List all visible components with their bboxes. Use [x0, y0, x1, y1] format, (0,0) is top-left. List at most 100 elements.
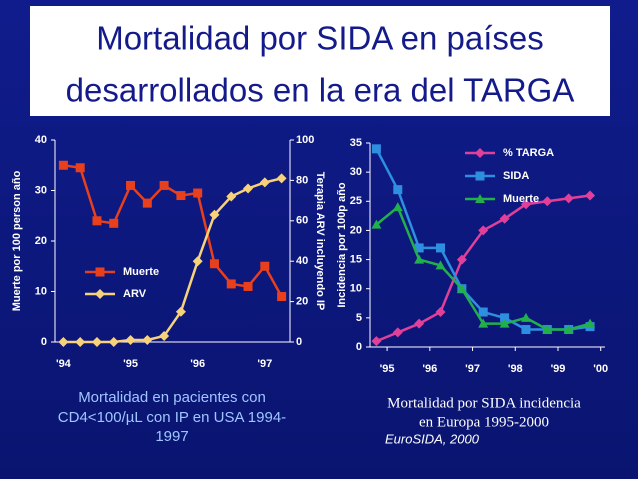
marker	[478, 307, 488, 317]
marker	[456, 283, 467, 293]
legend-marker	[95, 289, 105, 299]
marker	[75, 163, 85, 173]
y2-axis-label: Terapia ARV incluyendo IP	[314, 172, 326, 311]
marker	[500, 313, 510, 323]
marker	[92, 216, 102, 226]
marker	[209, 209, 220, 220]
marker	[175, 306, 186, 317]
legend-marker	[475, 171, 485, 181]
x-tick-label: '95	[380, 363, 395, 375]
marker	[435, 307, 446, 318]
marker	[159, 180, 169, 190]
x-tick-label: '00	[593, 363, 608, 375]
caption: Mortalidad por SIDA incidencia	[387, 395, 581, 411]
y-tick-label: 30	[350, 166, 362, 178]
marker	[478, 225, 489, 236]
marker	[209, 259, 219, 269]
marker	[226, 279, 236, 289]
marker	[392, 202, 403, 212]
caption: Mortalidad en pacientes con	[78, 389, 266, 406]
y-tick-label: 15	[350, 253, 362, 265]
x-tick-label: '96	[422, 363, 437, 375]
marker	[176, 191, 186, 201]
x-tick-label: '96	[190, 358, 205, 370]
marker	[75, 337, 86, 347]
marker	[585, 318, 596, 328]
marker	[108, 337, 119, 347]
marker	[392, 327, 403, 338]
legend-label: % TARGA	[503, 147, 554, 159]
y-axis-label: Muerte por 100 person año	[11, 170, 23, 311]
y-axis-label: Incidencia por 100p año	[336, 182, 348, 308]
y-tick-label: 40	[35, 134, 47, 146]
marker	[243, 281, 253, 291]
marker	[456, 254, 467, 265]
marker	[520, 199, 531, 210]
caption: 1997	[155, 428, 188, 445]
y-tick-label: 0	[41, 336, 47, 348]
marker	[91, 337, 102, 347]
marker	[542, 196, 553, 207]
marker	[109, 218, 119, 228]
marker	[277, 292, 287, 302]
y2-tick-label: 0	[296, 336, 302, 348]
marker	[159, 330, 170, 341]
caption: CD4<100/µL con IP en USA 1994-	[58, 409, 286, 426]
y2-tick-label: 100	[296, 134, 314, 146]
x-tick-label: '98	[508, 363, 523, 375]
legend-marker	[475, 148, 485, 158]
marker	[478, 318, 489, 328]
marker	[58, 337, 69, 347]
marker	[435, 260, 446, 270]
y2-tick-label: 60	[296, 215, 308, 227]
x-tick-label: '99	[551, 363, 566, 375]
x-tick-label: '97	[465, 363, 480, 375]
marker	[521, 325, 531, 335]
y-tick-label: 20	[350, 224, 362, 236]
source: EuroSIDA, 2000	[385, 431, 480, 446]
y-tick-label: 10	[35, 285, 47, 297]
y-tick-label: 0	[356, 341, 362, 353]
caption: en Europa 1995-2000	[419, 414, 549, 430]
legend-label: SIDA	[503, 170, 529, 182]
marker	[126, 180, 136, 190]
y-tick-label: 35	[350, 137, 362, 149]
marker	[371, 144, 381, 154]
legend-label: Muerte	[123, 266, 159, 278]
x-tick-label: '97	[257, 358, 272, 370]
y-tick-label: 25	[350, 195, 362, 207]
legend-label: ARV	[123, 288, 147, 300]
marker	[499, 213, 510, 224]
marker	[520, 312, 531, 322]
marker	[193, 188, 203, 198]
marker	[58, 160, 68, 170]
y-tick-label: 10	[350, 283, 362, 295]
legend-marker	[95, 267, 105, 277]
title-box	[30, 6, 610, 116]
slide-title: desarrollados en la era del TARGA	[66, 72, 575, 109]
marker	[436, 243, 445, 253]
marker	[542, 324, 553, 334]
marker	[371, 336, 382, 347]
marker	[276, 173, 287, 184]
y-tick-label: 5	[356, 312, 362, 324]
marker	[499, 318, 510, 328]
marker	[192, 256, 203, 267]
slide-title: Mortalidad por SIDA en países	[96, 20, 544, 57]
y-tick-label: 30	[35, 184, 47, 196]
marker	[125, 334, 136, 345]
y2-tick-label: 80	[296, 174, 308, 186]
x-tick-label: '95	[123, 358, 138, 370]
marker	[414, 318, 425, 329]
marker	[414, 254, 425, 264]
marker	[243, 183, 254, 194]
marker	[142, 198, 152, 208]
legend-marker	[475, 194, 485, 203]
marker	[226, 191, 237, 202]
x-tick-label: '94	[56, 358, 72, 370]
marker	[563, 193, 574, 204]
marker	[260, 261, 270, 271]
marker	[563, 324, 574, 334]
marker	[585, 190, 596, 201]
